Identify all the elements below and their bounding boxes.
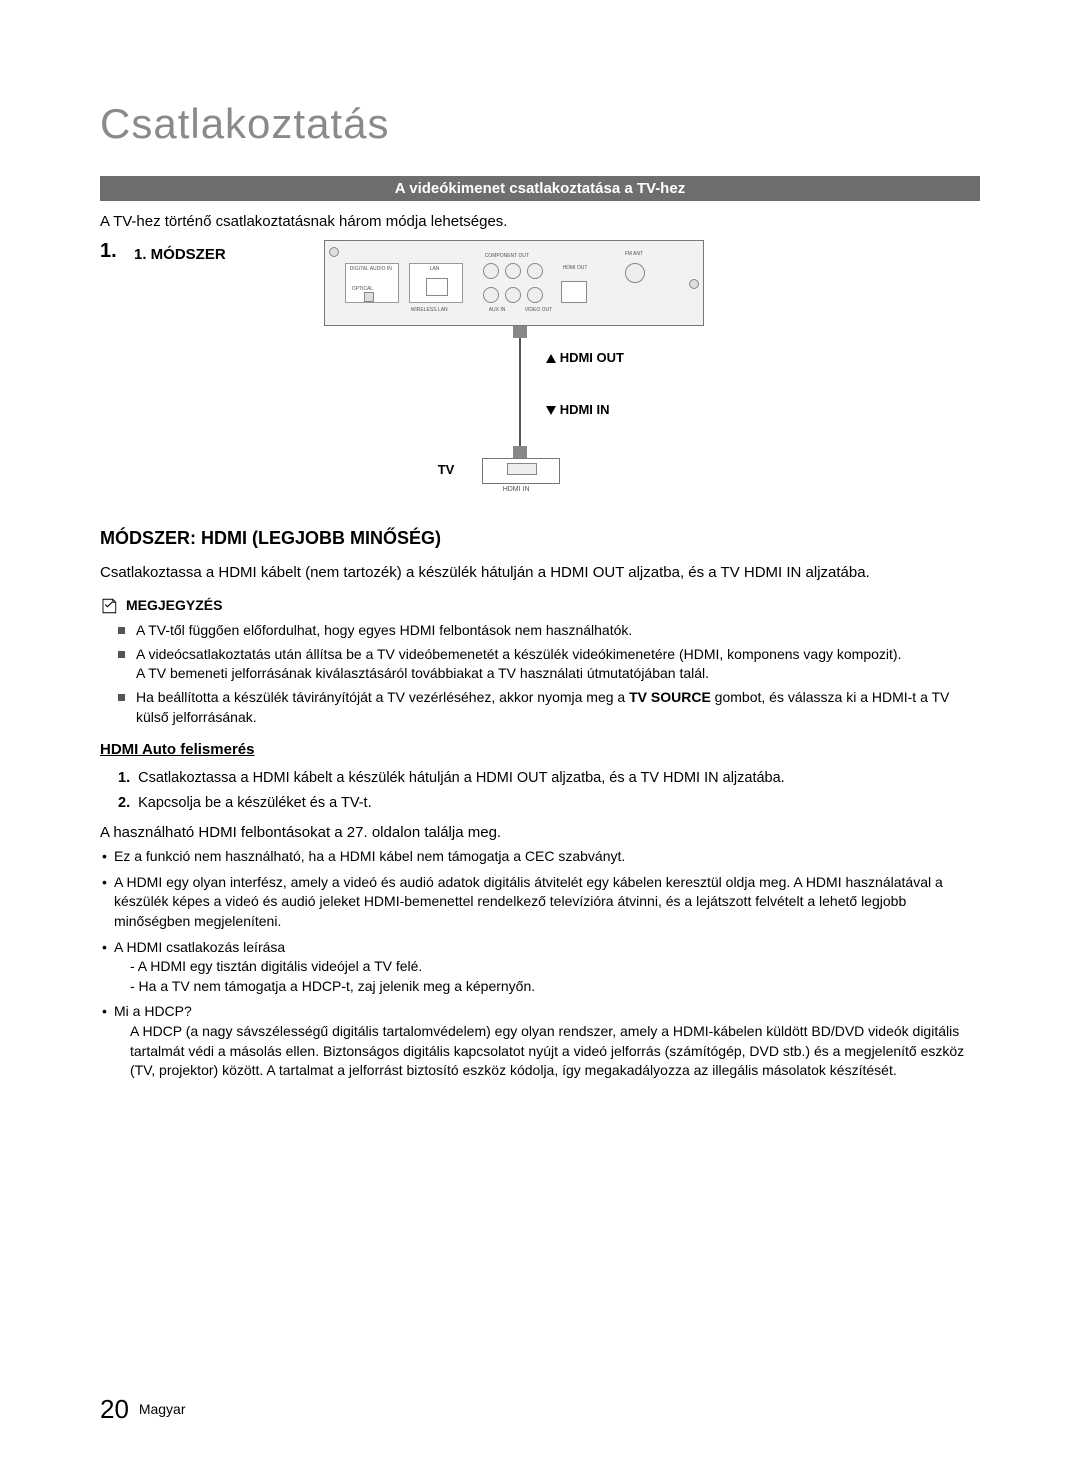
digital-audio-port: DIGITAL AUDIO IN OPTICAL: [345, 263, 399, 303]
hdmi-in-text: HDMI IN: [560, 402, 610, 417]
hdmi-out-port: [561, 281, 587, 303]
bold-token: TV SOURCE: [629, 689, 711, 705]
device-back-panel: DIGITAL AUDIO IN OPTICAL LAN COMPONENT O…: [324, 240, 704, 326]
note-label: MEGJEGYZÉS: [126, 597, 222, 613]
label-fm-ant: FM ANT: [625, 251, 643, 257]
label-lan: LAN: [430, 266, 440, 272]
rca-port: [527, 263, 543, 279]
bullet-item: A HDMI egy olyan interfész, amely a vide…: [114, 873, 980, 932]
step-row: 1. 1. MÓDSZER DIGITAL AUDIO IN OPTICAL L…: [100, 240, 980, 500]
bullet-item: A HDMI csatlakozás leírása- A HDMI egy t…: [114, 938, 980, 997]
lan-port: LAN: [409, 263, 463, 303]
label-hdmi-in: HDMI IN: [546, 402, 610, 417]
label-component: COMPONENT OUT: [485, 253, 529, 259]
bullet-list: Ez a funkció nem használható, ha a HDMI …: [100, 847, 980, 1081]
note-icon: [100, 597, 118, 615]
page-title: Csatlakoztatás: [100, 100, 980, 148]
label-aux: AUX IN: [489, 307, 506, 313]
step-number: 1.: [100, 240, 134, 263]
tv-hdmi-port: [507, 463, 537, 475]
bullet-item: Mi a HDCP?A HDCP (a nagy sávszélességű d…: [114, 1002, 980, 1080]
label-digital-audio: DIGITAL AUDIO IN: [350, 266, 392, 272]
rca-port: [483, 263, 499, 279]
bullet-subtext: - Ha a TV nem támogatja a HDCP-t, zaj je…: [114, 977, 980, 997]
label-video-out: VIDEO OUT: [525, 307, 553, 313]
method-label-wrap: 1. MÓDSZER: [134, 240, 234, 263]
hdmi-out-text: HDMI OUT: [560, 350, 624, 365]
sub-heading: HDMI Auto felismerés: [100, 741, 980, 758]
tv-box: [482, 458, 560, 484]
connection-diagram: DIGITAL AUDIO IN OPTICAL LAN COMPONENT O…: [234, 240, 980, 500]
list-number: 1.: [118, 770, 130, 786]
note-row: MEGJEGYZÉS: [100, 597, 980, 615]
note-item: Ha beállította a készülék távirányítóját…: [136, 688, 980, 727]
numbered-item: 1. Csatlakoztassa a HDMI kábelt a készül…: [118, 768, 980, 789]
footer-lang: Magyar: [139, 1401, 186, 1417]
note-item: A TV-től függően előfordulhat, hogy egye…: [136, 621, 980, 641]
hdmi-connector-icon: [513, 326, 527, 338]
method-heading: MÓDSZER: HDMI (LEGJOBB MINŐSÉG): [100, 528, 980, 549]
screw-icon: [689, 279, 699, 289]
note-list: A TV-től függően előfordulhat, hogy egye…: [100, 621, 980, 727]
page-number: 20: [100, 1394, 129, 1424]
cable-line: [519, 338, 521, 446]
label-wireless: WIRELESS LAN: [411, 307, 448, 313]
rca-port: [483, 287, 499, 303]
fm-ant-port: [625, 263, 645, 283]
list-number: 2.: [118, 795, 130, 811]
bullet-subtext: - A HDMI egy tisztán digitális videójel …: [114, 957, 980, 977]
hdmi-connector-icon: [513, 446, 527, 458]
label-tv: TV: [438, 462, 455, 477]
label-hdmi-in-port: HDMI IN: [503, 486, 530, 493]
arrow-down-icon: [546, 406, 556, 415]
method-body-text: Csatlakoztassa a HDMI kábelt (nem tartoz…: [100, 563, 980, 583]
numbered-item: 2. Kapcsolja be a készüléket és a TV-t.: [118, 793, 980, 814]
rca-port: [505, 287, 521, 303]
rca-port: [505, 263, 521, 279]
ref-line: A használható HDMI felbontásokat a 27. o…: [100, 824, 980, 841]
note-item: A videócsatlakoztatás után állítsa be a …: [136, 645, 980, 684]
numbered-list: 1. Csatlakoztassa a HDMI kábelt a készül…: [100, 768, 980, 814]
label-hdmi-out-small: HDMI OUT: [563, 265, 588, 271]
rca-port: [527, 287, 543, 303]
method-label: 1. MÓDSZER: [134, 246, 226, 263]
screw-icon: [329, 247, 339, 257]
label-hdmi-out: HDMI OUT: [546, 350, 624, 365]
arrow-up-icon: [546, 354, 556, 363]
intro-text: A TV-hez történő csatlakoztatásnak három…: [100, 213, 980, 230]
section-bar: A videókimenet csatlakoztatása a TV-hez: [100, 176, 980, 201]
bullet-item: Ez a funkció nem használható, ha a HDMI …: [114, 847, 980, 867]
bullet-subtext: A HDCP (a nagy sávszélességű digitális t…: [114, 1022, 980, 1081]
page-footer: 20 Magyar: [100, 1394, 186, 1425]
